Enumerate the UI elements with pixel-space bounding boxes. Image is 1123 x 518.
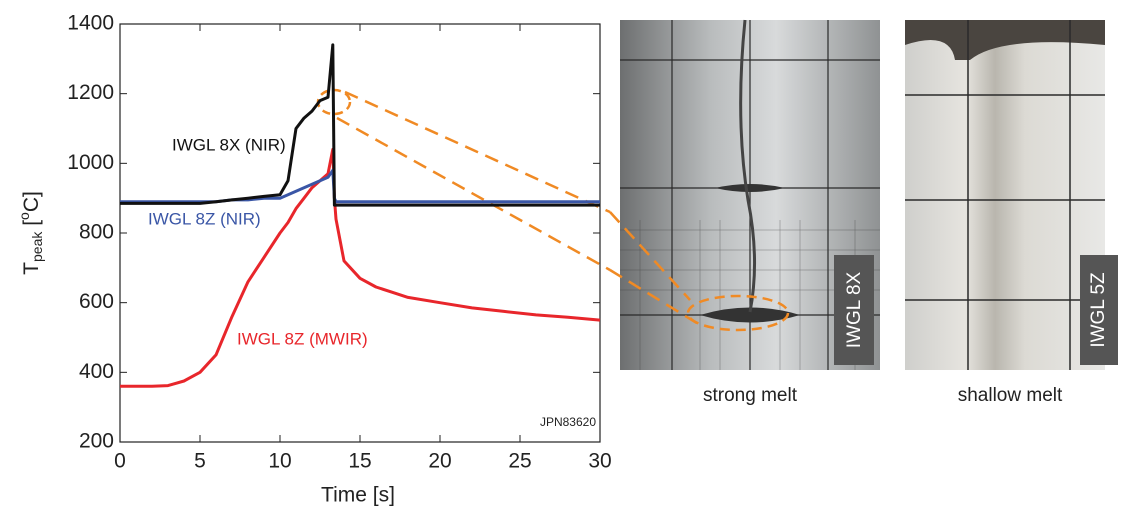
y-tick-label: 1400 [67,12,114,35]
series-line [120,43,600,207]
caption: strong melt [703,385,798,406]
y-label-part: peak [29,231,45,262]
photo-shallow-melt [905,20,1118,370]
caption: shallow melt [958,385,1063,406]
y-tick-label: 200 [79,430,114,453]
y-axis-label: Tpeak [oC] [16,191,45,275]
series-label: IWGL 8X (NIR) [172,135,286,154]
y-tick-label: 600 [79,290,114,313]
x-tick-label: 15 [348,450,371,473]
note: JPN83620 [540,415,596,429]
series-line [120,168,600,204]
y-label-part: C] [20,191,43,212]
y-label-part: [ [20,220,43,232]
x-tick-label: 10 [268,450,291,473]
y-label-part: o [16,212,32,220]
photo-strong-melt [620,19,880,370]
plot-frame [119,23,601,443]
photo-label: IWGL 8X [844,271,865,348]
x-tick-label: 0 [114,450,126,473]
y-tick-label: 800 [79,221,114,244]
photo-label: IWGL 5Z [1088,272,1109,348]
y-tick-label: 400 [79,360,114,383]
y-tick-label: 1200 [67,81,114,104]
series-label: IWGL 8Z (MWIR) [237,329,368,348]
x-tick-label: 30 [588,450,611,473]
x-tick-label: 5 [194,450,206,473]
y-label-part: T [20,262,43,275]
series-line [120,147,601,388]
x-tick-label: 20 [428,450,451,473]
x-tick-label: 25 [508,450,531,473]
y-tick-label: 1000 [67,151,114,174]
x-axis-label: Time [s] [321,484,395,507]
series-label: IWGL 8Z (NIR) [148,209,261,228]
